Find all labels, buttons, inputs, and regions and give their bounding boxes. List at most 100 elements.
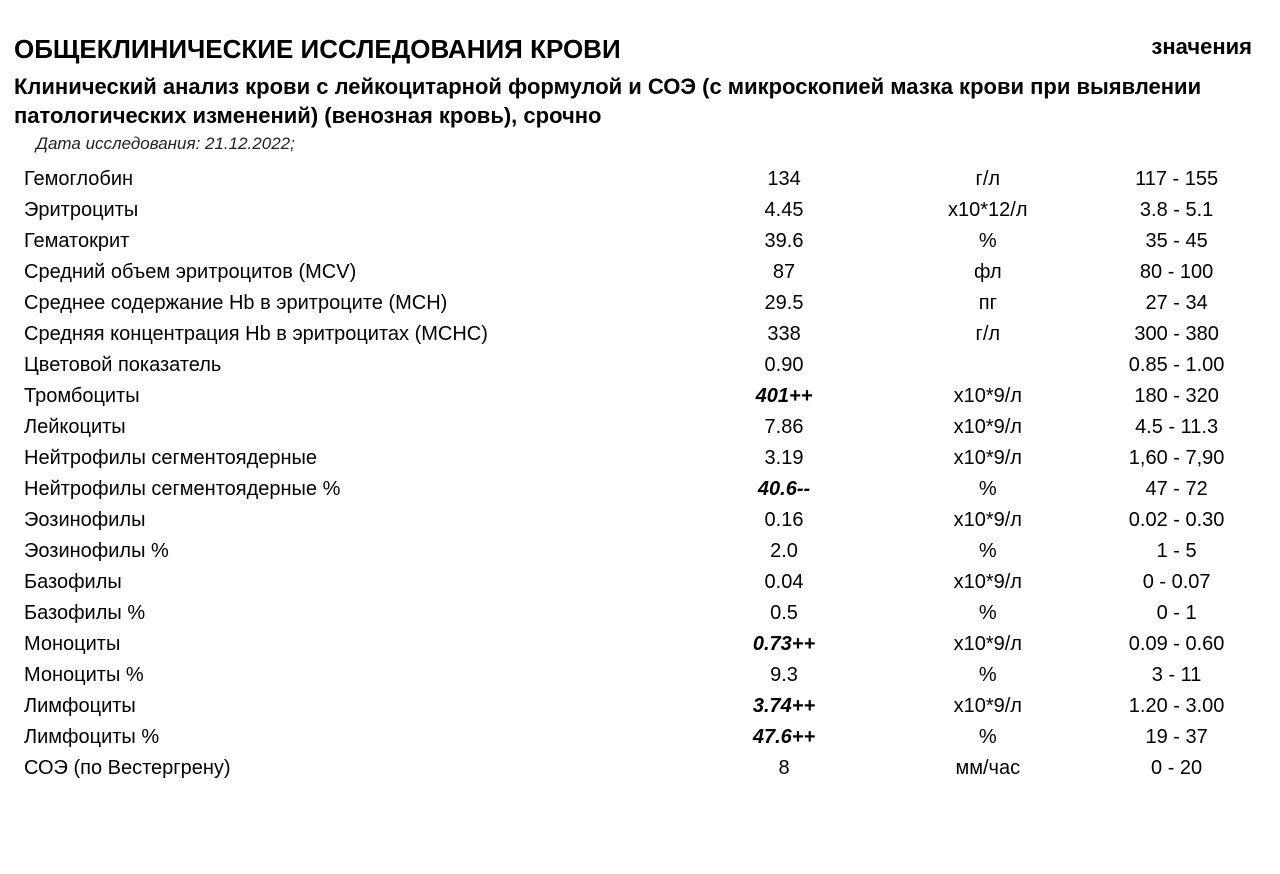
- parameter-reference-range: 27 - 34: [1087, 288, 1266, 319]
- parameter-value: 3.19: [680, 443, 889, 474]
- parameter-reference-range: 180 - 320: [1087, 381, 1266, 412]
- parameter-name: Лимфоциты: [14, 691, 680, 722]
- parameter-value: 0.16: [680, 505, 889, 536]
- table-row: Моноциты0.73++х10*9/л0.09 - 0.60: [14, 629, 1266, 660]
- parameter-name: Нейтрофилы сегментоядерные: [14, 443, 680, 474]
- parameter-unit: х10*9/л: [888, 691, 1087, 722]
- parameter-reference-range: 0 - 0.07: [1087, 567, 1266, 598]
- parameter-value: 9.3: [680, 660, 889, 691]
- parameter-unit: г/л: [888, 319, 1087, 350]
- table-row: Лимфоциты3.74++х10*9/л1.20 - 3.00: [14, 691, 1266, 722]
- parameter-value: 0.73++: [680, 629, 889, 660]
- parameter-unit: х10*9/л: [888, 443, 1087, 474]
- parameter-unit: [888, 350, 1087, 381]
- table-row: Тромбоциты401++х10*9/л180 - 320: [14, 381, 1266, 412]
- table-row: Эритроциты4.45х10*12/л3.8 - 5.1: [14, 195, 1266, 226]
- parameter-value: 0.04: [680, 567, 889, 598]
- parameter-value: 0.5: [680, 598, 889, 629]
- parameter-value: 401++: [680, 381, 889, 412]
- parameter-value: 29.5: [680, 288, 889, 319]
- parameter-name: Гемоглобин: [14, 164, 680, 195]
- parameter-name: Моноциты %: [14, 660, 680, 691]
- parameter-name: Эритроциты: [14, 195, 680, 226]
- results-table: Гемоглобин134г/л117 - 155Эритроциты4.45х…: [14, 164, 1266, 784]
- table-row: Нейтрофилы сегментоядерные3.19х10*9/л1,6…: [14, 443, 1266, 474]
- parameter-unit: х10*9/л: [888, 381, 1087, 412]
- table-row: СОЭ (по Вестергрену)8мм/час0 - 20: [14, 753, 1266, 784]
- parameter-name: Среднее содержание Hb в эритроците (MCH): [14, 288, 680, 319]
- parameter-reference-range: 1.20 - 3.00: [1087, 691, 1266, 722]
- table-row: Гемоглобин134г/л117 - 155: [14, 164, 1266, 195]
- column-header-reference: значения: [1151, 34, 1252, 60]
- parameter-name: Базофилы %: [14, 598, 680, 629]
- parameter-value: 4.45: [680, 195, 889, 226]
- table-row: Эозинофилы0.16х10*9/л0.02 - 0.30: [14, 505, 1266, 536]
- parameter-reference-range: 0.09 - 0.60: [1087, 629, 1266, 660]
- parameter-reference-range: 4.5 - 11.3: [1087, 412, 1266, 443]
- parameter-name: Средний объем эритроцитов (MCV): [14, 257, 680, 288]
- parameter-reference-range: 1,60 - 7,90: [1087, 443, 1266, 474]
- parameter-unit: %: [888, 722, 1087, 753]
- parameter-unit: %: [888, 536, 1087, 567]
- parameter-unit: х10*12/л: [888, 195, 1087, 226]
- parameter-unit: х10*9/л: [888, 412, 1087, 443]
- parameter-reference-range: 0 - 20: [1087, 753, 1266, 784]
- section-title: ОБЩЕКЛИНИЧЕСКИЕ ИССЛЕДОВАНИЯ КРОВИ: [14, 34, 1266, 65]
- parameter-unit: фл: [888, 257, 1087, 288]
- parameter-value: 7.86: [680, 412, 889, 443]
- parameter-name: Базофилы: [14, 567, 680, 598]
- parameter-unit: х10*9/л: [888, 505, 1087, 536]
- parameter-reference-range: 47 - 72: [1087, 474, 1266, 505]
- parameter-name: Лейкоциты: [14, 412, 680, 443]
- parameter-name: Тромбоциты: [14, 381, 680, 412]
- parameter-reference-range: 117 - 155: [1087, 164, 1266, 195]
- test-date: Дата исследования: 21.12.2022;: [36, 134, 1266, 154]
- parameter-unit: г/л: [888, 164, 1087, 195]
- test-subtitle: Клинический анализ крови с лейкоцитарной…: [14, 73, 1266, 130]
- parameter-unit: %: [888, 474, 1087, 505]
- table-row: Лимфоциты %47.6++%19 - 37: [14, 722, 1266, 753]
- parameter-reference-range: 300 - 380: [1087, 319, 1266, 350]
- parameter-reference-range: 3.8 - 5.1: [1087, 195, 1266, 226]
- lab-report-page: значения ОБЩЕКЛИНИЧЕСКИЕ ИССЛЕДОВАНИЯ КР…: [0, 34, 1280, 824]
- parameter-reference-range: 0 - 1: [1087, 598, 1266, 629]
- parameter-reference-range: 0.85 - 1.00: [1087, 350, 1266, 381]
- parameter-reference-range: 1 - 5: [1087, 536, 1266, 567]
- parameter-name: Гематокрит: [14, 226, 680, 257]
- parameter-value: 134: [680, 164, 889, 195]
- parameter-reference-range: 0.02 - 0.30: [1087, 505, 1266, 536]
- table-row: Моноциты %9.3%3 - 11: [14, 660, 1266, 691]
- parameter-value: 3.74++: [680, 691, 889, 722]
- parameter-name: Средняя концентрация Hb в эритроцитах (M…: [14, 319, 680, 350]
- parameter-reference-range: 19 - 37: [1087, 722, 1266, 753]
- table-row: Базофилы %0.5%0 - 1: [14, 598, 1266, 629]
- table-row: Базофилы0.04х10*9/л0 - 0.07: [14, 567, 1266, 598]
- parameter-unit: мм/час: [888, 753, 1087, 784]
- table-row: Эозинофилы %2.0%1 - 5: [14, 536, 1266, 567]
- parameter-name: Лимфоциты %: [14, 722, 680, 753]
- parameter-name: Нейтрофилы сегментоядерные %: [14, 474, 680, 505]
- parameter-name: Цветовой показатель: [14, 350, 680, 381]
- table-row: Нейтрофилы сегментоядерные %40.6--%47 - …: [14, 474, 1266, 505]
- parameter-unit: х10*9/л: [888, 629, 1087, 660]
- parameter-value: 47.6++: [680, 722, 889, 753]
- parameter-name: СОЭ (по Вестергрену): [14, 753, 680, 784]
- parameter-value: 2.0: [680, 536, 889, 567]
- parameter-name: Моноциты: [14, 629, 680, 660]
- table-row: Средняя концентрация Hb в эритроцитах (M…: [14, 319, 1266, 350]
- parameter-unit: пг: [888, 288, 1087, 319]
- parameter-value: 0.90: [680, 350, 889, 381]
- parameter-unit: %: [888, 598, 1087, 629]
- parameter-value: 338: [680, 319, 889, 350]
- parameter-reference-range: 35 - 45: [1087, 226, 1266, 257]
- parameter-reference-range: 3 - 11: [1087, 660, 1266, 691]
- parameter-value: 39.6: [680, 226, 889, 257]
- parameter-unit: %: [888, 226, 1087, 257]
- table-row: Лейкоциты7.86х10*9/л4.5 - 11.3: [14, 412, 1266, 443]
- parameter-value: 40.6--: [680, 474, 889, 505]
- table-row: Средний объем эритроцитов (MCV)87фл80 - …: [14, 257, 1266, 288]
- parameter-name: Эозинофилы: [14, 505, 680, 536]
- parameter-name: Эозинофилы %: [14, 536, 680, 567]
- table-row: Цветовой показатель0.90 0.85 - 1.00: [14, 350, 1266, 381]
- parameter-unit: %: [888, 660, 1087, 691]
